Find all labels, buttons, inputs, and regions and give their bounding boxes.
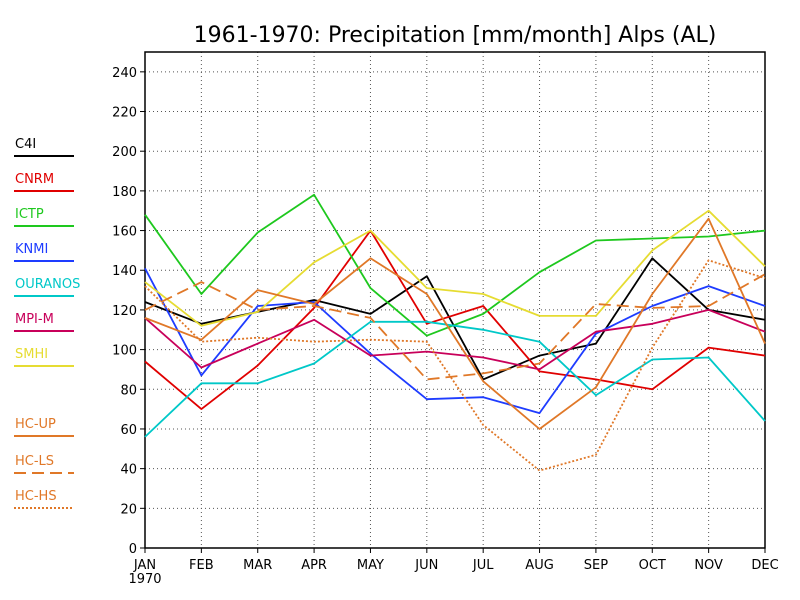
y-tick-label: 60	[120, 423, 137, 438]
x-tick-label: JUN	[414, 558, 438, 573]
x-tick-label: AUG	[525, 558, 553, 573]
series-line-mpi-m	[144, 308, 766, 371]
series-lines	[144, 193, 766, 472]
series-line-cnrm	[144, 229, 766, 411]
x-tick-label: JUL	[472, 558, 494, 573]
plot-frame	[144, 51, 766, 549]
legend: C4I CNRM ICTP KNMI OURANOS MPI-M SMHI HC-UP HC-L…	[14, 137, 80, 509]
legend-label: KNMI	[15, 242, 48, 257]
x-tick-label: FEB	[189, 558, 214, 573]
x-tick-label: MAR	[243, 558, 272, 573]
y-tick-label: 180	[112, 185, 137, 200]
axes: 0 20 40 60 80 100 120 140 160 180 200 220 240 JAN FEB M…	[112, 51, 779, 587]
y-tick-label: 140	[112, 264, 137, 279]
series-line-hc-ls	[144, 273, 766, 381]
legend-label: HC-UP	[15, 417, 56, 432]
legend-label: HC-LS	[15, 454, 54, 469]
x-tick-label: JAN	[133, 558, 156, 573]
chart-title: 1961-1970: Precipitation [mm/month] Alps…	[194, 23, 717, 48]
series-line-ictp	[144, 193, 766, 337]
x-tick-label: NOV	[694, 558, 723, 573]
x-tick-label: APR	[301, 558, 327, 573]
series-line-hc-up	[144, 217, 766, 430]
legend-label: OURANOS	[15, 277, 80, 292]
legend-label: MPI-M	[15, 312, 54, 327]
grid	[145, 52, 765, 548]
y-tick-label: 120	[112, 304, 137, 319]
x-year-label: 1970	[128, 572, 161, 587]
legend-label: ICTP	[15, 207, 44, 222]
y-tick-label: 0	[129, 542, 137, 557]
legend-label: HC-HS	[15, 489, 57, 504]
y-tick-label: 160	[112, 225, 137, 240]
series-line-smhi	[144, 209, 766, 327]
y-tick-label: 80	[120, 383, 137, 398]
series-line-ouranos	[144, 320, 766, 438]
x-tick-label: DEC	[751, 558, 778, 573]
y-tick-label: 20	[120, 502, 137, 517]
y-tick-label: 100	[112, 344, 137, 359]
legend-label: C4I	[15, 137, 36, 152]
y-tick-label: 220	[112, 106, 137, 121]
x-tick-label: MAY	[357, 558, 384, 573]
legend-label: SMHI	[15, 347, 48, 362]
x-tick-label: SEP	[584, 558, 608, 573]
y-tick-label: 240	[112, 66, 137, 81]
x-tick-label: OCT	[639, 558, 666, 573]
y-tick-label: 200	[112, 145, 137, 160]
series-line-knmi	[144, 267, 766, 415]
y-tick-label: 40	[120, 463, 137, 478]
legend-label: CNRM	[15, 172, 54, 187]
